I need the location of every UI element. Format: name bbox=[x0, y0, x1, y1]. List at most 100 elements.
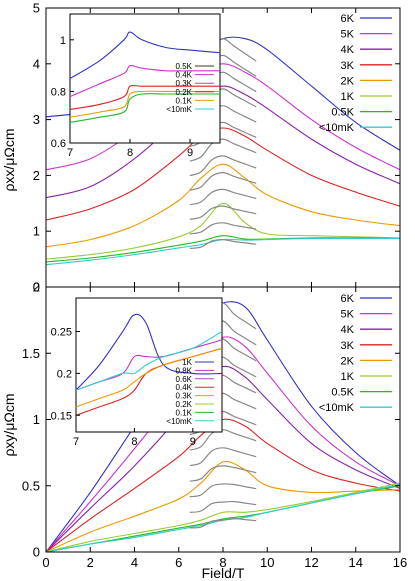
inset-y-tick-label: 1 bbox=[60, 35, 66, 47]
top-y-axis-label: ρxx/μΩcm bbox=[1, 128, 17, 191]
x-tick-label: 0 bbox=[42, 555, 49, 570]
inset-frame bbox=[69, 13, 221, 144]
inset-legend-label: 0.6K bbox=[176, 375, 193, 384]
x-axis-label: Field/T bbox=[202, 565, 245, 581]
legend-label: 0.5K bbox=[331, 107, 354, 119]
inset-legend-label: 0.2K bbox=[176, 400, 193, 409]
x-tick-label: 4 bbox=[131, 555, 138, 570]
inset-legend-label: 0.4K bbox=[176, 71, 193, 80]
inset-legend-label: 0.5K bbox=[176, 62, 193, 71]
intermediate-curve bbox=[189, 483, 257, 498]
legend-label: 6K bbox=[341, 293, 355, 305]
series-line bbox=[45, 418, 401, 553]
inset-legend-label: 0.1K bbox=[176, 408, 193, 417]
series-line bbox=[45, 202, 401, 260]
legend-label: <10mK bbox=[319, 402, 355, 414]
inset-y-tick-label: 0.15 bbox=[51, 410, 72, 422]
legend-label: 6K bbox=[341, 13, 355, 25]
legend-label: 1K bbox=[341, 371, 355, 383]
series-line bbox=[45, 235, 401, 263]
inset-legend-label: 0.8K bbox=[176, 366, 193, 375]
legend-label: 4K bbox=[341, 324, 355, 336]
series-line bbox=[45, 163, 401, 248]
inset-series-line bbox=[75, 347, 223, 408]
intermediate-curve bbox=[189, 222, 257, 235]
top-panel: 0 1 2 3 4 5 6K 5K 4K 3K 2K 1K 0.5K <10mK 0.6 0.8 1 7 8 9 0.5… bbox=[33, 1, 401, 295]
y-tick-label: 2 bbox=[33, 168, 40, 183]
inset-series-line bbox=[75, 313, 223, 391]
y-tick-label: 5 bbox=[33, 1, 40, 16]
y-tick-label: 1.5 bbox=[22, 346, 40, 361]
inset-x-tick-label: 7 bbox=[67, 147, 73, 159]
x-tick-label: 14 bbox=[349, 555, 363, 570]
intermediate-curve bbox=[189, 517, 257, 529]
series-line bbox=[45, 482, 401, 553]
inset-legend-label: 0.3K bbox=[176, 79, 193, 88]
inset-series-line bbox=[69, 31, 221, 79]
inset-legend-label: 0.4K bbox=[176, 383, 193, 392]
x-tick-label: 8 bbox=[219, 555, 226, 570]
series-line bbox=[45, 365, 401, 553]
intermediate-curve bbox=[189, 447, 257, 467]
inset-legend-label: <10mK bbox=[166, 417, 192, 426]
series-line bbox=[45, 336, 401, 553]
legend-label: 5K bbox=[341, 29, 355, 41]
y-tick-label: 1 bbox=[33, 412, 40, 427]
intermediate-curve bbox=[189, 500, 257, 513]
x-tick-label: 2 bbox=[87, 555, 94, 570]
y-tick-label: 0 bbox=[33, 280, 40, 295]
legend-label: 3K bbox=[341, 340, 355, 352]
y-tick-label: 0.5 bbox=[22, 478, 40, 493]
x-tick-label: 10 bbox=[260, 555, 274, 570]
x-tick-label: 12 bbox=[304, 555, 318, 570]
bottom-panel: 00.511.520 2 4 6 8 10 12 14 166K5K4K3K2K1K0.5K<1… bbox=[22, 280, 407, 571]
inset-legend-label: 0.1K bbox=[176, 96, 193, 105]
y-tick-label: 3 bbox=[33, 112, 40, 127]
series-line bbox=[45, 85, 401, 199]
inset-x-tick-label: 8 bbox=[131, 436, 137, 448]
y-tick-label: 2 bbox=[33, 280, 40, 295]
legend-label: 3K bbox=[341, 60, 355, 72]
inset-x-tick-label: 7 bbox=[73, 436, 79, 448]
inset-series-line bbox=[69, 90, 220, 118]
inset-legend-label: 1K bbox=[182, 358, 192, 367]
inset-x-tick-label: 9 bbox=[190, 436, 196, 448]
intermediate-curve bbox=[189, 188, 257, 206]
inset-legend-label: 0.3K bbox=[176, 392, 193, 401]
intermediate-curve bbox=[189, 171, 257, 191]
inset-series-line bbox=[75, 331, 223, 391]
x-tick-label: 6 bbox=[175, 555, 182, 570]
legend-label: <10mK bbox=[319, 122, 355, 134]
legend-label: 5K bbox=[341, 309, 355, 321]
inset-legend-label: <10mK bbox=[166, 105, 192, 114]
inset-frame bbox=[75, 297, 223, 433]
legend-label: 0.5K bbox=[331, 387, 354, 399]
series-line bbox=[45, 460, 401, 553]
intermediate-curve bbox=[189, 238, 257, 249]
legend-label: 2K bbox=[341, 75, 355, 87]
inset-y-tick-label: 0.8 bbox=[51, 86, 66, 98]
inset-y-tick-label: 0.6 bbox=[51, 138, 66, 150]
y-tick-label: 1 bbox=[33, 224, 40, 239]
inset-y-tick-label: 0.2 bbox=[57, 368, 72, 380]
inset-x-tick-label: 8 bbox=[127, 147, 133, 159]
inset-series-line bbox=[69, 64, 220, 98]
y-tick-label: 0 bbox=[33, 545, 40, 560]
inset-x-tick-label: 9 bbox=[187, 147, 193, 159]
y-tick-label: 4 bbox=[33, 56, 40, 71]
legend-label: 4K bbox=[341, 44, 355, 56]
intermediate-curve bbox=[189, 138, 257, 162]
inset-series-line bbox=[69, 84, 220, 111]
inset-series-line bbox=[69, 93, 220, 123]
bottom-y-axis-label: ρxy/μΩcm bbox=[1, 393, 17, 456]
intermediate-curve bbox=[189, 155, 257, 177]
legend-label: 1K bbox=[341, 91, 355, 103]
intermediate-curve bbox=[189, 429, 257, 451]
legend-label: 2K bbox=[341, 355, 355, 367]
intermediate-curve bbox=[189, 205, 257, 220]
x-tick-label: 16 bbox=[393, 555, 407, 570]
inset-legend-label: 0.2K bbox=[176, 88, 193, 97]
intermediate-curve bbox=[189, 465, 257, 482]
inset-y-tick-label: 0.25 bbox=[51, 327, 72, 339]
